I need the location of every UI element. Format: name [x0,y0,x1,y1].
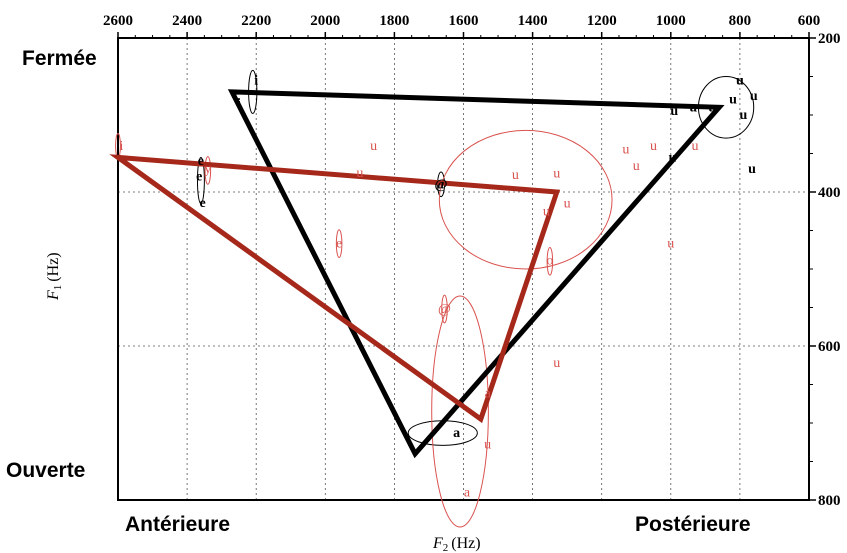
vowel-red-e: e [336,237,342,252]
vowel-red-o: o [546,254,553,269]
x-tick-label: 1200 [587,13,617,29]
vowel-black-u: u [739,108,747,123]
vowel-red-u: u [650,139,657,154]
vowel-black-u: u [670,104,678,119]
x-tick-label: 1800 [379,13,409,29]
x-tick-label: 800 [729,13,752,29]
vowel-triangles [109,89,725,459]
vowel-black-u: u [748,162,756,177]
vowel-black-a: a [453,426,460,441]
axis-ticks: 2600 2400 2200 2000 1800 1600 1400 1200 1000 800 6… [103,13,841,509]
ellipse-red-e [335,229,343,258]
vowel-red-a: a [464,485,471,500]
y-axis-title: F1(Hz) [45,252,64,301]
vowel-black-u: u [689,100,697,115]
y-tick-label: 800 [818,493,841,509]
vowel-red-a: a [485,387,492,402]
ellipse-red-a [431,295,489,528]
x-tick-label: 1000 [656,13,686,29]
vowel-black-u: u [708,100,716,115]
label-ouverte: Ouverte [6,459,86,482]
triangle-red [109,154,561,424]
vowel-red-u: u [622,143,629,158]
label-fermee: Fermée [22,47,97,70]
vowel-black-i: i [254,73,258,88]
ellipse-red-u [438,129,613,270]
ellipse-red-o [546,246,554,276]
y-tick-label: 400 [818,185,841,201]
y-tick-label: 600 [818,339,841,355]
vowel-red-u: u [543,204,550,219]
vowel-black-e: e [196,170,202,185]
vowel-black-u: u [736,73,744,88]
triangle-black [227,89,725,459]
label-anterieure: Antérieure [125,513,231,536]
vowel-red-u: u [370,139,377,154]
vowel-black-u: u [729,93,737,108]
vowel-red-u: u [667,237,674,252]
vowel-red-u: u [484,438,491,453]
vowel-red-u: u [633,159,640,174]
vowel-red-@: @ [438,302,451,317]
vowel-black-u: u [669,150,677,165]
vowel-red-u: u [512,168,519,183]
vowel-red-i: i [120,139,124,154]
vowel-black-e: e [200,196,206,211]
vowel-red-u: u [356,166,363,181]
vowel-black-i: i [237,96,241,111]
ellipse-black-e [196,156,205,205]
x-tick-label: 2600 [103,13,133,29]
x-tick-label: 1600 [449,13,479,29]
ellipse-red-y [204,156,212,185]
vowel-black-@: @ [435,177,448,192]
y-tick-label: 200 [818,31,841,47]
gridlines [118,38,809,500]
vowel-red-u: u [691,139,698,154]
x-axis-title: F2 (Hz) [432,535,481,553]
label-posterieure: Postérieure [635,513,751,536]
vowel-black-e: e [198,154,204,169]
x-tick-label: 2400 [172,13,202,29]
x-tick-label: 2000 [310,13,340,29]
vowel-red-y: y [204,162,211,177]
vowel-red-u: u [553,356,560,371]
x-tick-label: 1400 [518,13,548,29]
vowel-red-u: u [564,197,571,212]
x-tick-label: 2200 [241,13,271,29]
vowel-ellipses [115,69,755,528]
vowel-red-u: u [553,167,560,182]
x-tick-label: 600 [798,13,821,29]
vowel-black-u: u [750,89,758,104]
